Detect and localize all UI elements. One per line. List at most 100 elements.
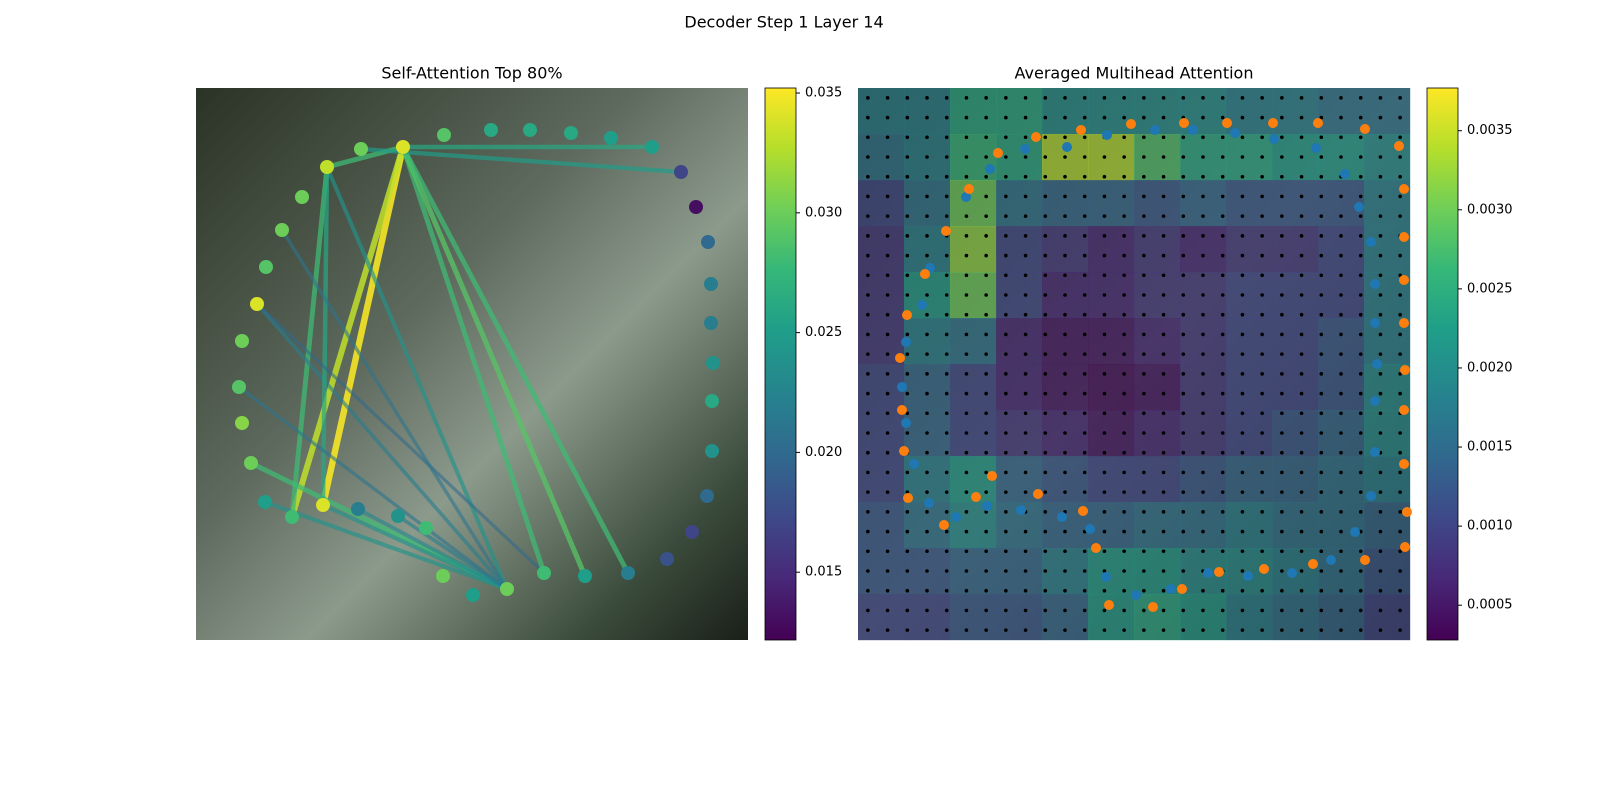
point (1230, 128, 1240, 138)
grid-dot (1201, 549, 1205, 554)
grid-dot (1220, 431, 1225, 435)
grid-dot (1142, 391, 1146, 396)
heatmap-cell (1088, 410, 1135, 457)
heatmap-cell (996, 410, 1043, 457)
grid-dot (1280, 253, 1284, 258)
grid-dot (1398, 569, 1402, 573)
grid-dot (1122, 115, 1126, 120)
grid-dot (1181, 312, 1186, 317)
grid-dot (1004, 96, 1008, 100)
grid-dot (984, 450, 988, 455)
grid-dot (1082, 628, 1087, 632)
grid-dot (1043, 470, 1048, 475)
grid-dot (1161, 234, 1166, 238)
grid-dot (944, 391, 949, 396)
grid-dot (1319, 549, 1324, 554)
grid-dot (1280, 431, 1284, 435)
heatmap-cell (858, 134, 905, 181)
grid-dot (1063, 293, 1067, 297)
grid-dot (1023, 234, 1028, 238)
grid-dot (1063, 588, 1067, 593)
grid-dot (1181, 450, 1186, 455)
grid-dot (925, 411, 929, 416)
grid-dot (1082, 588, 1087, 593)
grid-dot (1063, 135, 1067, 140)
grid-dot (1043, 312, 1048, 317)
grid-dot (885, 391, 890, 396)
grid-dot (964, 273, 969, 278)
grid-dot (1299, 312, 1304, 317)
grid-dot (1181, 253, 1186, 258)
point (951, 512, 961, 522)
grid-dot (984, 234, 988, 238)
grid-dot (1122, 411, 1126, 416)
grid-dot (1339, 352, 1343, 356)
heatmap-cell (1272, 180, 1319, 227)
heatmap-cell (1042, 456, 1089, 503)
grid-dot (1201, 234, 1205, 238)
attention-edge (356, 507, 509, 591)
grid-dot (866, 293, 870, 297)
grid-dot (1280, 588, 1284, 593)
heatmap-cell (996, 272, 1043, 319)
point (1394, 141, 1404, 151)
grid-dot (885, 352, 890, 356)
grid-dot (1102, 608, 1107, 613)
grid-dot (1201, 194, 1205, 199)
grid-dot (1043, 332, 1048, 337)
point (1076, 125, 1086, 135)
grid-dot (1102, 194, 1107, 199)
grid-dot (984, 569, 988, 573)
grid-dot (1260, 608, 1264, 613)
heatmap-cell (904, 88, 951, 135)
grid-dot (1280, 450, 1284, 455)
grid-dot (1240, 608, 1245, 613)
grid-dot (1142, 352, 1146, 356)
grid-dot (964, 234, 969, 238)
grid-dot (1398, 391, 1402, 396)
grid-dot (1142, 450, 1146, 455)
grid-dot (1102, 411, 1107, 416)
grid-dot (944, 510, 949, 514)
heatmap-cell (1272, 272, 1319, 319)
grid-dot (1201, 490, 1205, 494)
grid-dot (1004, 293, 1008, 297)
grid-dot (1122, 470, 1126, 475)
grid-dot (1378, 194, 1383, 199)
node (706, 356, 720, 370)
heatmap-cell (1226, 364, 1273, 411)
grid-dot (1122, 450, 1126, 455)
heatmap-cell (950, 318, 997, 365)
grid-dot (1004, 155, 1008, 159)
grid-dot (1319, 391, 1324, 396)
grid-dot (1319, 431, 1324, 435)
grid-dot (1102, 253, 1107, 258)
grid-dot (1161, 96, 1166, 100)
grid-dot (1043, 431, 1048, 435)
grid-dot (964, 470, 969, 475)
grid-dot (964, 628, 969, 632)
grid-dot (1161, 391, 1166, 396)
attention-edge (289, 164, 330, 520)
grid-dot (1004, 391, 1008, 396)
grid-dot (1063, 431, 1067, 435)
heatmap-cell (1134, 318, 1181, 365)
heatmap-cell (1088, 548, 1135, 595)
grid-dot (1220, 470, 1225, 475)
grid-dot (1358, 135, 1363, 140)
point (1166, 584, 1176, 594)
grid-dot (944, 174, 949, 179)
grid-dot (1280, 174, 1284, 179)
heatmap-cell (858, 364, 905, 411)
heatmap-cell (1042, 318, 1089, 365)
colorbar-tick-label: 0.0035 (1467, 123, 1513, 138)
grid-dot (1220, 96, 1225, 100)
grid-dot (1299, 234, 1304, 238)
heatmap-cell (858, 410, 905, 457)
grid-dot (1142, 608, 1146, 613)
grid-dot (866, 155, 870, 159)
point (1268, 118, 1278, 128)
heatmap-cell (950, 226, 997, 273)
grid-dot (905, 293, 910, 297)
grid-dot (944, 352, 949, 356)
